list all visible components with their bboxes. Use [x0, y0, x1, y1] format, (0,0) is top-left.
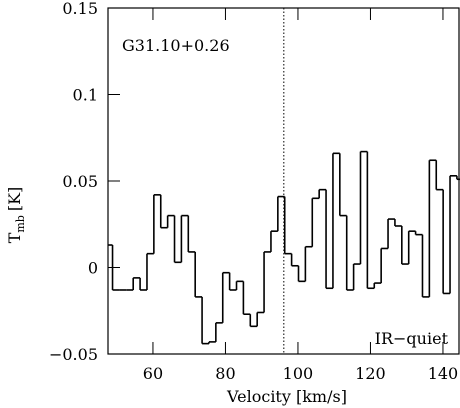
x-tick-label: 60 [143, 364, 163, 383]
y-tick-label: 0 [88, 259, 98, 278]
plot-area [108, 8, 460, 354]
y-label-main: T [5, 232, 24, 243]
y-axis-label: Tmb [K] [5, 187, 27, 244]
y-tick-label: 0.1 [73, 86, 98, 105]
x-tick-label: 80 [215, 364, 235, 383]
source-class: IR−quiet [375, 329, 449, 348]
x-tick-label: 120 [355, 364, 386, 383]
y-label-unit: [K] [5, 187, 24, 211]
y-tick-label: 0.15 [62, 0, 98, 18]
x-tick-label: 100 [283, 364, 314, 383]
source-name: G31.10+0.26 [122, 36, 230, 55]
y-label-sub: mb [14, 215, 27, 232]
x-axis-label: Velocity [km/s] [226, 387, 347, 406]
y-tick-label: 0.05 [62, 172, 98, 191]
y-tick-label: −0.05 [49, 345, 98, 364]
x-tick-label: 140 [428, 364, 459, 383]
